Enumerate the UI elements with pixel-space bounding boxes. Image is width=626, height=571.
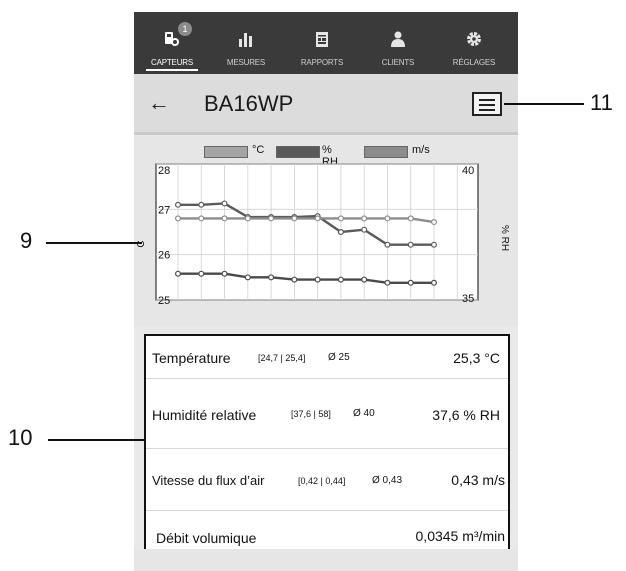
left-axis-title: C <box>136 240 147 247</box>
series-line-1 <box>178 217 435 224</box>
series-point-2 <box>431 279 438 286</box>
tab-mesures-label: MESURES <box>226 58 266 67</box>
legend-swatch-rh <box>276 146 320 158</box>
tab-mesures[interactable]: MESURES <box>216 12 276 74</box>
tab-capteurs-label: CAPTEURS <box>151 58 193 67</box>
arrow-left-icon[interactable]: ← <box>148 90 170 115</box>
page-title: BA16WP <box>204 91 294 116</box>
tab-capteurs[interactable]: 1 CAPTEURS <box>142 12 202 74</box>
gear-icon <box>465 30 483 53</box>
series-point-1 <box>337 215 344 222</box>
legend-label-ms: m/s <box>412 144 430 156</box>
active-tab-indicator <box>146 69 198 71</box>
left-axis-tick-label: 26 <box>158 250 170 262</box>
callout-line-10 <box>48 439 144 441</box>
callout-line-9 <box>46 242 142 244</box>
measurement-row-airflow[interactable]: Vitesse du flux d’air [0,42 | 0,44] Ø 0,… <box>146 448 508 511</box>
legend-swatch-ms <box>364 146 408 158</box>
series-point-1 <box>174 215 181 222</box>
tab-rapports[interactable]: RAPPORTS <box>292 12 352 74</box>
tab-reglages-label: RÉGLAGES <box>452 58 496 67</box>
measurement-range: [37,6 | 58] <box>291 409 331 419</box>
tab-rapports-label: RAPPORTS <box>300 58 344 67</box>
measurement-name: Température <box>152 350 231 366</box>
series-point-0 <box>174 201 181 208</box>
measurement-row-temperature[interactable]: Température [24,7 | 25,4] Ø 25 25,3 °C <box>146 336 508 379</box>
callout-number-9: 9 <box>20 228 33 253</box>
series-point-2 <box>244 274 251 281</box>
series-point-0 <box>407 241 414 248</box>
title-bar: ← BA16WP <box>134 74 518 135</box>
measurement-name: Débit volumique <box>156 530 257 546</box>
series-point-2 <box>361 276 368 283</box>
tab-clients[interactable]: CLIENTS <box>368 12 428 74</box>
measurement-name: Vitesse du flux d’air <box>152 473 265 488</box>
bar-chart-icon <box>237 30 255 53</box>
measurement-value: 37,6 % RH <box>432 407 500 423</box>
right-axis-tick-label: 40 <box>462 165 474 177</box>
series-point-2 <box>221 270 228 277</box>
report-icon <box>313 30 331 53</box>
measurement-range: [0,42 | 0,44] <box>298 476 346 486</box>
hamburger-menu-icon[interactable] <box>472 92 502 116</box>
series-point-0 <box>361 226 368 233</box>
series-point-1 <box>314 215 321 222</box>
series-point-2 <box>174 270 181 277</box>
tab-clients-label: CLIENTS <box>381 58 415 67</box>
notification-badge: 1 <box>178 22 192 36</box>
callout-line-11 <box>504 103 584 105</box>
series-point-0 <box>431 241 438 248</box>
chart-panel: °C % RH m/s 28 27 26 25 40 35 C % RH <box>134 136 518 326</box>
series-point-1 <box>361 215 368 222</box>
measurement-value: 25,3 °C <box>453 350 500 366</box>
series-point-2 <box>384 279 391 286</box>
callout-number-10: 10 <box>8 425 33 450</box>
series-point-1 <box>268 215 275 222</box>
measurement-name: Humidité relative <box>152 407 257 423</box>
series-line-2 <box>178 272 434 284</box>
series-point-1 <box>244 215 251 222</box>
series-point-1 <box>407 215 414 222</box>
legend-swatch-celsius <box>204 146 248 158</box>
app-screen: 1 CAPTEURS MESURES RAPPORTS CLIENTS <box>134 12 518 571</box>
top-navigation: 1 CAPTEURS MESURES RAPPORTS CLIENTS <box>134 12 518 74</box>
series-point-2 <box>268 274 275 281</box>
series-line-0 <box>178 202 434 246</box>
series-point-0 <box>198 201 205 208</box>
series-point-2 <box>198 270 205 277</box>
clients-icon <box>389 30 407 53</box>
series-point-1 <box>431 219 438 226</box>
series-point-2 <box>291 276 298 283</box>
series-point-1 <box>291 215 298 222</box>
measurement-average: Ø 25 <box>328 352 350 363</box>
right-axis-tick-label: 35 <box>462 293 474 305</box>
sensors-icon <box>163 30 181 53</box>
measurement-average: Ø 0,43 <box>372 475 403 486</box>
left-axis-tick-label: 27 <box>158 204 170 216</box>
measurement-row-humidity[interactable]: Humidité relative [37,6 | 58] Ø 40 37,6 … <box>146 378 508 449</box>
left-axis-tick-label: 28 <box>158 165 170 177</box>
series-point-1 <box>384 215 391 222</box>
left-axis-tick-label: 25 <box>158 295 170 307</box>
series-point-2 <box>407 279 414 286</box>
legend-label-celsius: °C <box>252 144 265 156</box>
series-point-0 <box>384 241 391 248</box>
measurement-average: Ø 40 <box>353 408 375 419</box>
series-point-1 <box>198 215 205 222</box>
tab-reglages[interactable]: RÉGLAGES <box>444 12 504 74</box>
series-point-2 <box>337 276 344 283</box>
measurement-range: [24,7 | 25,4] <box>258 353 306 363</box>
measurement-value: 0,43 m/s <box>451 472 505 488</box>
measurement-row-flowrate[interactable]: Débit volumique 0,0345 m³/min <box>146 510 508 559</box>
measurement-value: 0,0345 m³/min <box>415 528 505 544</box>
callout-number-11: 11 <box>590 90 613 115</box>
right-axis-title: % RH <box>499 225 510 251</box>
series-point-0 <box>337 228 344 235</box>
series-point-2 <box>314 276 321 283</box>
sensor-line-chart: 28 27 26 25 40 35 C % RH <box>136 163 510 307</box>
bottom-strip <box>134 549 518 571</box>
measurement-table: Température [24,7 | 25,4] Ø 25 25,3 °C H… <box>144 334 510 561</box>
series-point-0 <box>221 200 228 207</box>
series-point-1 <box>221 215 228 222</box>
